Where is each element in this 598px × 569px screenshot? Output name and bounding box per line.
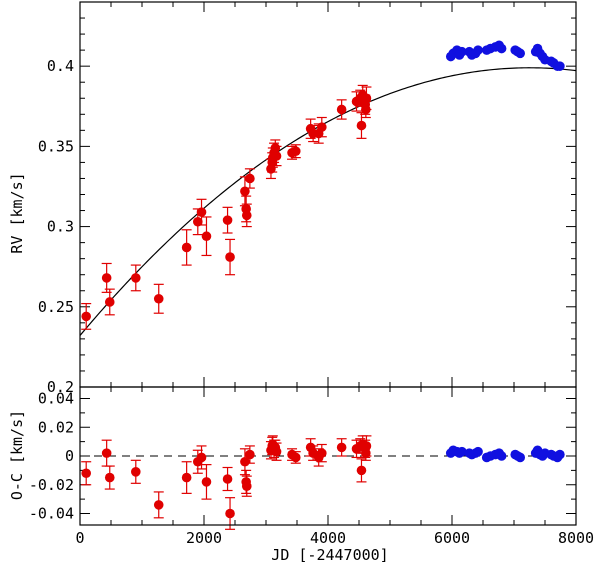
- rv-data-point: [225, 252, 235, 262]
- residual-data-point: [245, 449, 255, 460]
- residual-data-point: [271, 446, 282, 457]
- x-tick-label: 2000: [186, 529, 222, 547]
- residual-y-axis-label: O-C [km/s]: [8, 410, 26, 500]
- residual-data-points: [81, 435, 565, 530]
- x-tick-label: 4000: [310, 529, 346, 547]
- rv-data-point: [193, 216, 203, 227]
- residual-y-tick-labels: -0.04 -0.02 0 0.02 0.04: [29, 390, 74, 523]
- residual-data-point: [555, 449, 565, 460]
- residual-data-point: [496, 451, 507, 461]
- residual-data-point: [356, 465, 367, 476]
- residual-data-point: [181, 472, 192, 483]
- rv-data-points: [81, 40, 565, 330]
- rv-data-point: [356, 120, 367, 131]
- residual-y-tick-label: 0.04: [38, 390, 74, 408]
- rv-data-point: [104, 297, 115, 307]
- rv-data-point: [222, 215, 233, 225]
- rv-panel: 0.2 0.25 0.3 0.35 0.4 RV [km/s]: [8, 1, 577, 396]
- residual-data-point: [317, 448, 327, 458]
- rv-y-axis-label: RV [km/s]: [8, 172, 26, 253]
- rv-data-point: [336, 104, 347, 115]
- rv-fit-curve-group: [79, 67, 577, 336]
- rv-data-point: [240, 186, 250, 197]
- residual-plot-frame: [79, 386, 577, 526]
- x-tick-label: 8000: [558, 529, 594, 547]
- residual-data-point: [241, 481, 252, 491]
- rv-data-point: [245, 173, 255, 184]
- rv-data-point: [496, 43, 507, 54]
- rv-data-point: [270, 143, 281, 153]
- residual-y-tick-label: -0.02: [29, 476, 74, 494]
- residual-data-point: [222, 474, 233, 484]
- residual-data-point: [515, 452, 525, 463]
- rv-data-point: [201, 231, 212, 242]
- rv-data-point: [241, 210, 252, 221]
- rv-data-point: [473, 45, 483, 55]
- x-tick-label: 6000: [434, 529, 470, 547]
- residual-data-point: [473, 446, 483, 457]
- rv-y-tick-label: 0.3: [47, 218, 74, 236]
- residual-data-point: [153, 500, 164, 510]
- rv-y-tick-label: 0.4: [47, 57, 74, 75]
- residual-data-point: [361, 441, 372, 451]
- rv-data-point: [101, 273, 112, 283]
- rv-data-point: [361, 93, 372, 104]
- rv-y-tick-labels: 0.2 0.25 0.3 0.35 0.4: [38, 57, 74, 396]
- residual-data-point: [104, 472, 115, 483]
- residual-data-point: [131, 467, 141, 477]
- rv-data-point: [153, 293, 164, 304]
- residual-data-point: [457, 446, 467, 457]
- residual-data-point: [290, 452, 301, 463]
- residual-data-point: [336, 442, 347, 453]
- rv-data-point: [317, 122, 327, 132]
- rv-data-point: [515, 48, 525, 59]
- x-axis-label: JD [-2447000]: [271, 546, 388, 564]
- rv-data-point: [457, 46, 467, 57]
- residual-y-tick-label: -0.04: [29, 505, 74, 523]
- rv-y-tick-label: 0.25: [38, 298, 74, 316]
- residual-data-point: [240, 456, 250, 467]
- x-tick-label: 0: [75, 529, 84, 547]
- residual-data-point: [225, 508, 235, 519]
- residual-data-point: [196, 452, 207, 463]
- residual-data-point: [101, 448, 112, 458]
- rv-y-tick-label: 0.35: [38, 137, 74, 155]
- residual-y-tick-label: 0: [65, 447, 74, 465]
- residual-y-tick-label: 0.02: [38, 418, 74, 436]
- rv-data-point: [555, 61, 565, 71]
- residual-data-point: [81, 468, 91, 479]
- rv-data-point: [271, 151, 282, 161]
- rv-fit-curve: [79, 67, 577, 336]
- rv-data-point: [131, 273, 141, 283]
- rv-y-tick-label: 0.2: [47, 378, 74, 396]
- residual-panel: -0.04 -0.02 0 0.02 0.04 0 2000 4000 6000 8000 O-…: [8, 386, 594, 564]
- residual-data-point: [201, 477, 212, 487]
- rv-data-point: [181, 242, 192, 253]
- rv-data-point: [196, 207, 207, 217]
- rv-data-point: [290, 146, 301, 156]
- rv-data-point: [81, 311, 91, 322]
- x-tick-labels: 0 2000 4000 6000 8000: [75, 529, 594, 547]
